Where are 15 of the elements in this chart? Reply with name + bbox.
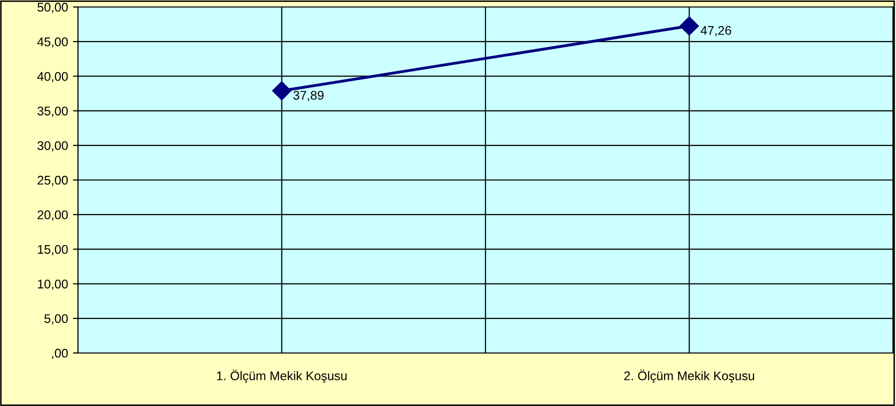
y-tick-label: 50,00: [38, 2, 68, 14]
x-tick-label: 1. Ölçüm Mekik Koşusu: [217, 370, 347, 383]
y-tick-label: 20,00: [38, 210, 68, 221]
x-tick-label: 2. Ölçüm Mekik Koşusu: [624, 370, 754, 383]
y-tick-label: 35,00: [37, 106, 68, 117]
y-tick-label: ,00: [52, 348, 68, 360]
y-tick-label: 10,00: [38, 280, 68, 290]
y-tick-label: 30,00: [37, 141, 68, 152]
y-tick-label: 25,00: [38, 176, 68, 186]
data-label: 37,89: [293, 90, 324, 102]
data-label: 47,26: [700, 26, 732, 36]
y-tick-label: 45,00: [37, 37, 68, 48]
y-tick-label: 5,00: [44, 314, 68, 325]
y-tick-label: 15,00: [38, 245, 68, 256]
y-tick-label: 40,00: [37, 72, 68, 82]
